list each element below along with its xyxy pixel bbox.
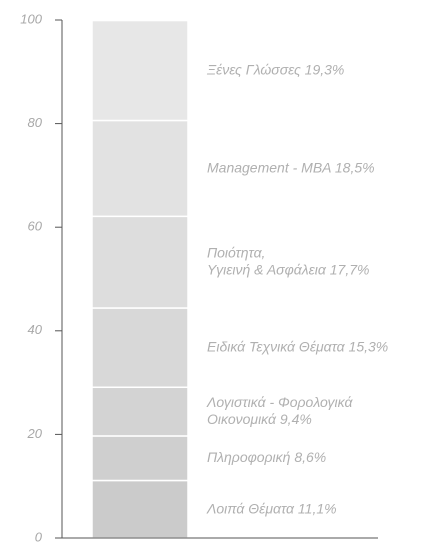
value-label: 9,4% xyxy=(280,411,312,427)
label-line: Οικονομικά xyxy=(207,411,277,427)
segment-label: Λοιπά Θέματα 11,1% xyxy=(206,500,337,516)
value-label: 18,5% xyxy=(335,159,375,175)
segment-label: Πληροφορική 8,6% xyxy=(207,449,326,465)
label-line: Υγιεινή & Ασφάλεια xyxy=(207,261,327,277)
y-tick-label: 0 xyxy=(35,529,43,544)
label-line: Ξένες Γλώσσες xyxy=(206,61,301,77)
y-tick-label: 40 xyxy=(28,322,43,337)
bar-segment xyxy=(91,479,189,539)
bar-segment xyxy=(91,435,189,482)
bar-segment xyxy=(91,19,189,122)
value-label: 15,3% xyxy=(349,338,389,354)
value-label: 19,3% xyxy=(305,61,345,77)
y-tick-label: 100 xyxy=(20,11,42,26)
y-tick-label: 60 xyxy=(28,219,43,234)
segment-label: Ειδικά Τεχνικά Θέματα 15,3% xyxy=(207,338,388,354)
bar-segment xyxy=(91,119,189,218)
y-tick-label: 20 xyxy=(27,426,43,441)
value-label: 11,1% xyxy=(298,500,337,516)
bar-segment xyxy=(91,215,189,309)
bar-segment xyxy=(91,307,189,389)
value-label: 8,6% xyxy=(294,449,326,465)
segment-label: Management - MBA 18,5% xyxy=(207,159,375,175)
label-line: Λογιστικά - Φορολογικά xyxy=(206,394,353,410)
label-line: Ποιότητα, xyxy=(207,244,265,260)
segment-label: Λογιστικά - Φορολογικά Οικονομικά 9,4% xyxy=(206,394,353,427)
bar-segment xyxy=(91,386,189,437)
y-tick-label: 80 xyxy=(28,115,43,130)
label-line: Ειδικά Τεχνικά Θέματα xyxy=(207,338,346,354)
value-label: 17,7% xyxy=(330,261,370,277)
segment-label: Ξένες Γλώσσες 19,3% xyxy=(206,61,344,77)
label-line: Management - MBA xyxy=(207,159,331,175)
segment-label: Ποιότητα, Υγιεινή & Ασφάλεια 17,7% xyxy=(207,244,369,277)
label-line: Λοιπά Θέματα xyxy=(206,500,295,516)
label-line: Πληροφορική xyxy=(207,449,291,465)
